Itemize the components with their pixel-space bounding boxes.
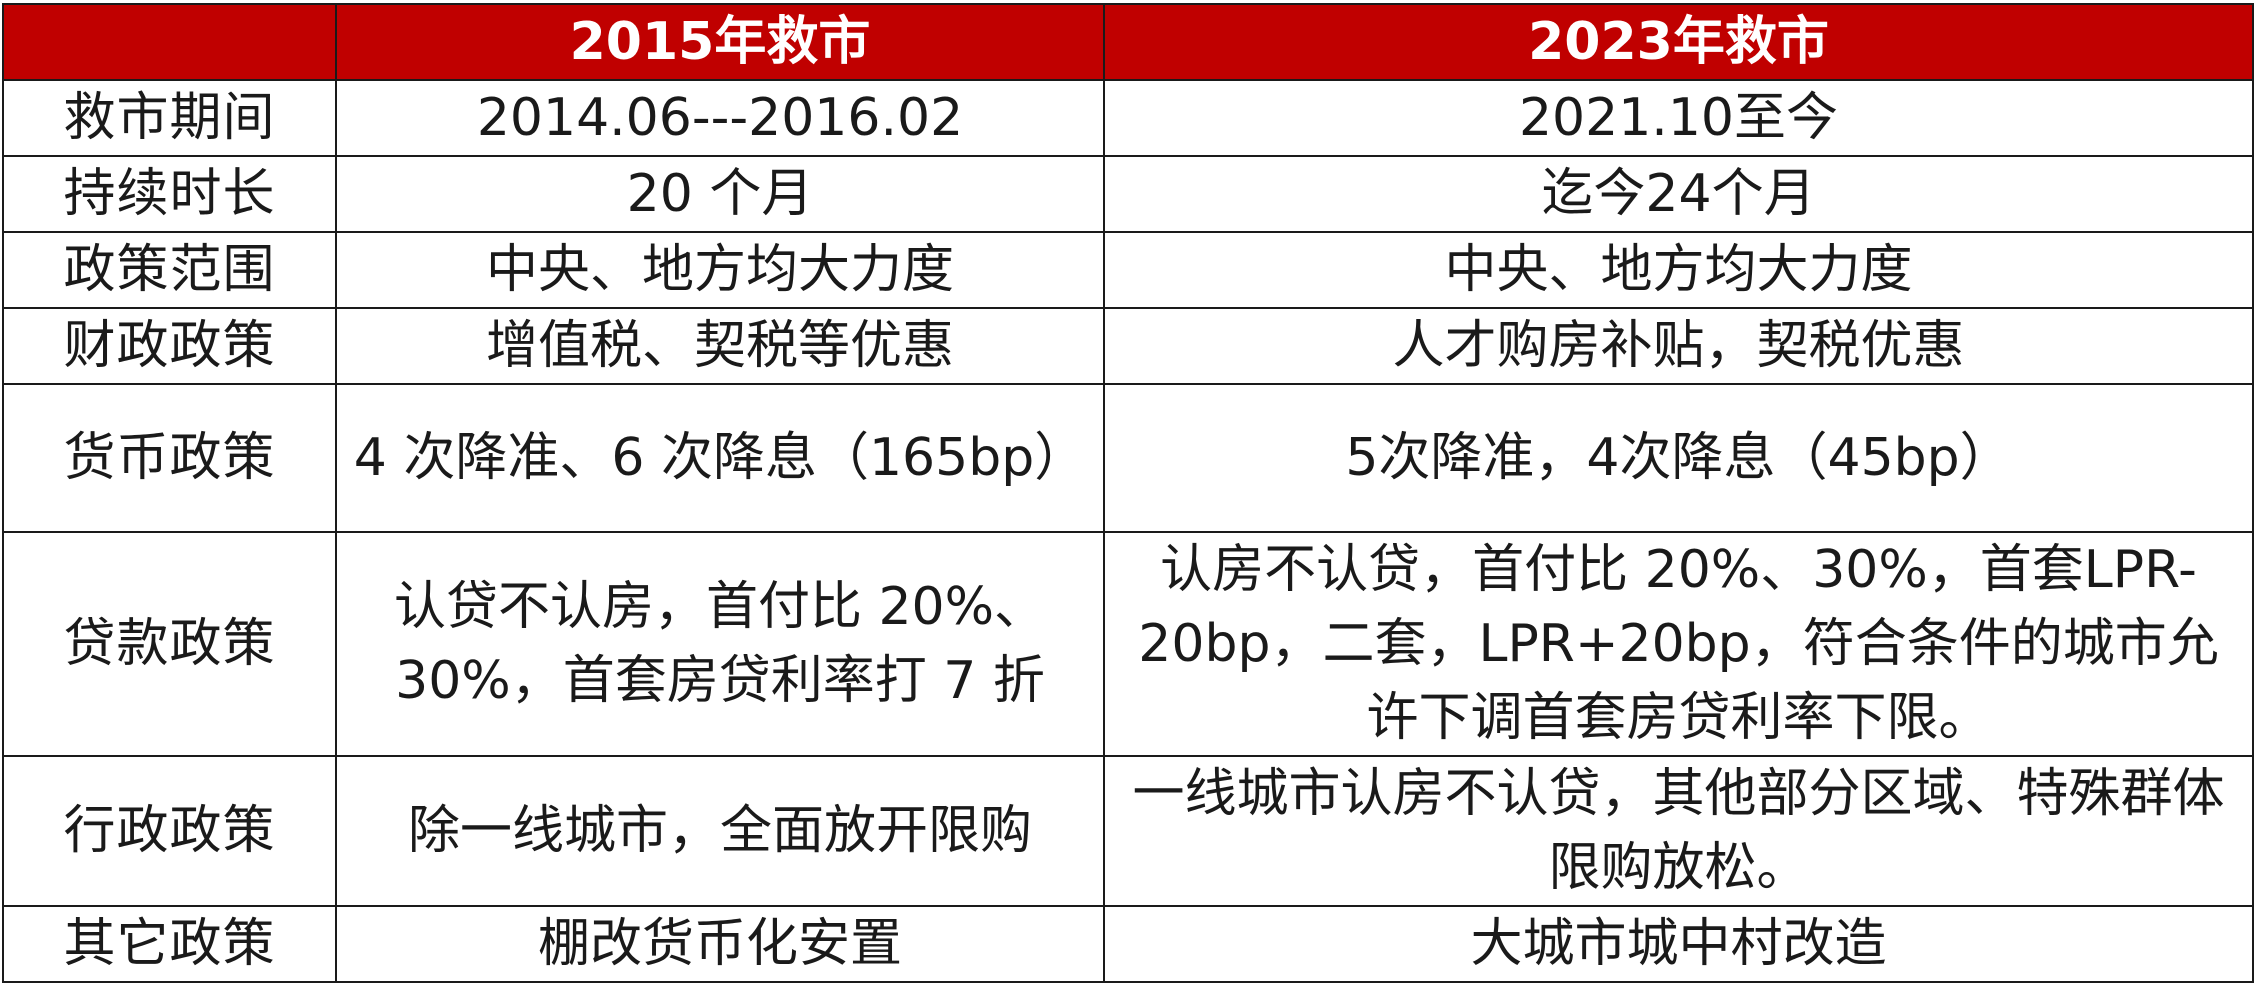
header-2015-rescue: 2015年救市 [335,3,1105,81]
table-row-administrative: 行政政策 除一线城市，全面放开限购 一线城市认房不认贷，其他部分区域、特殊群体限… [2,755,2254,907]
cell-2015-period: 2014.06---2016.02 [335,79,1105,157]
cell-2023-fiscal: 人才购房补贴，契税优惠 [1103,307,2254,385]
cell-2015-duration: 20 个月 [335,155,1105,233]
cell-2023-monetary: 5次降准，4次降息（45bp） [1103,383,2254,533]
table-row-other: 其它政策 棚改货币化安置 大城市城中村改造 [2,905,2254,983]
row-label-other: 其它政策 [2,905,337,983]
header-2023-rescue: 2023年救市 [1103,3,2254,81]
table-row-fiscal: 财政政策 增值税、契税等优惠 人才购房补贴，契税优惠 [2,307,2254,385]
cell-2015-monetary: 4 次降准、6 次降息（165bp） [335,383,1105,533]
comparison-table-container: 2015年救市 2023年救市 救市期间 2014.06---2016.02 2… [2,3,2254,983]
row-label-duration: 持续时长 [2,155,337,233]
cell-2023-period: 2021.10至今 [1103,79,2254,157]
row-label-period: 救市期间 [2,79,337,157]
cell-2015-loan: 认贷不认房，首付比 20%、30%，首套房贷利率打 7 折 [335,531,1105,757]
row-label-administrative: 行政政策 [2,755,337,907]
cell-2023-scope: 中央、地方均大力度 [1103,231,2254,309]
policy-comparison-table: 2015年救市 2023年救市 救市期间 2014.06---2016.02 2… [2,3,2254,983]
cell-2023-other: 大城市城中村改造 [1103,905,2254,983]
cell-2023-administrative: 一线城市认房不认贷，其他部分区域、特殊群体限购放松。 [1103,755,2254,907]
header-corner-cell [2,3,337,81]
row-label-fiscal: 财政政策 [2,307,337,385]
table-row-scope: 政策范围 中央、地方均大力度 中央、地方均大力度 [2,231,2254,309]
table-header-row: 2015年救市 2023年救市 [2,3,2254,81]
row-label-monetary: 货币政策 [2,383,337,533]
table-row-loan: 贷款政策 认贷不认房，首付比 20%、30%，首套房贷利率打 7 折 认房不认贷… [2,531,2254,757]
table-row-period: 救市期间 2014.06---2016.02 2021.10至今 [2,79,2254,157]
row-label-scope: 政策范围 [2,231,337,309]
cell-2015-scope: 中央、地方均大力度 [335,231,1105,309]
cell-2023-duration: 迄今24个月 [1103,155,2254,233]
cell-2015-fiscal: 增值税、契税等优惠 [335,307,1105,385]
table-row-duration: 持续时长 20 个月 迄今24个月 [2,155,2254,233]
row-label-loan: 贷款政策 [2,531,337,757]
table-row-monetary: 货币政策 4 次降准、6 次降息（165bp） 5次降准，4次降息（45bp） [2,383,2254,533]
cell-2015-administrative: 除一线城市，全面放开限购 [335,755,1105,907]
cell-2015-other: 棚改货币化安置 [335,905,1105,983]
cell-2023-loan: 认房不认贷，首付比 20%、30%，首套LPR-20bp，二套，LPR+20bp… [1103,531,2254,757]
